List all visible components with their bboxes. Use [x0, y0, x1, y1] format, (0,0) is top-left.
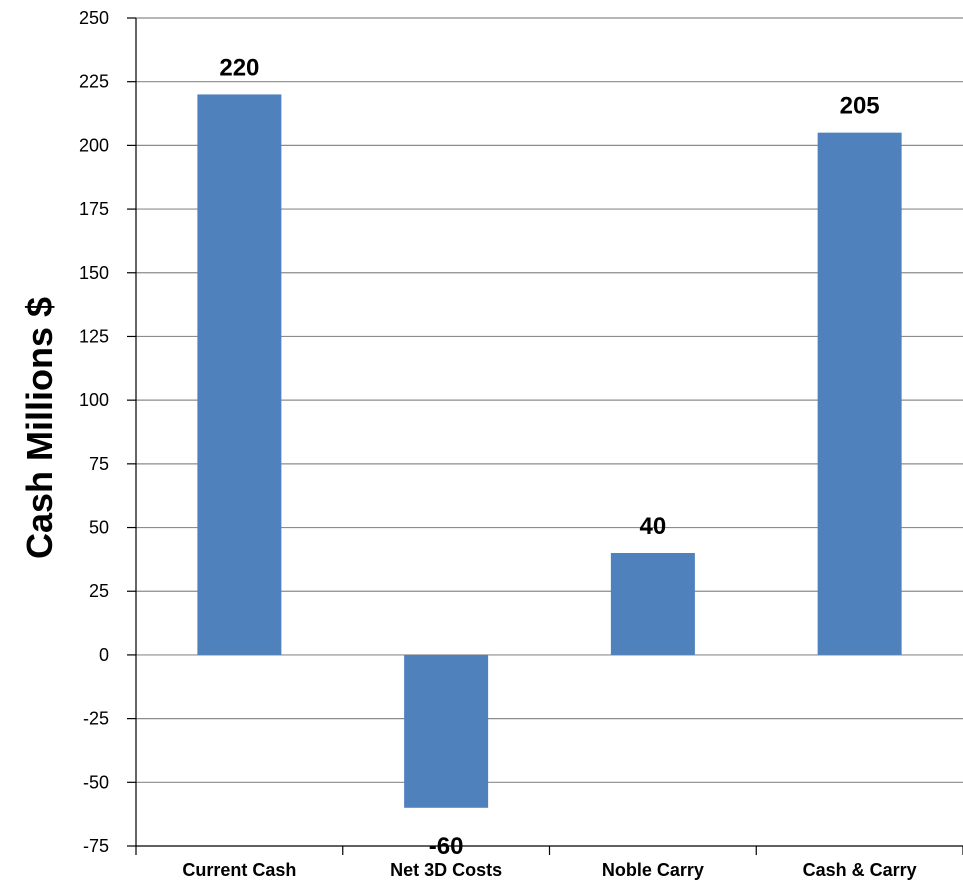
category-label: Cash & Carry	[803, 860, 917, 880]
y-tick-label: 0	[99, 645, 109, 665]
axes	[127, 17, 963, 855]
y-tick-label: 25	[89, 581, 109, 601]
category-label: Noble Carry	[602, 860, 704, 880]
category-label: Current Cash	[182, 860, 296, 880]
category-label: Net 3D Costs	[390, 860, 502, 880]
bar	[404, 654, 489, 808]
y-tick-label: 125	[79, 326, 109, 346]
y-tick-label: 225	[79, 72, 109, 92]
y-tick-label: -50	[83, 772, 109, 792]
bars	[197, 94, 902, 808]
y-axis-title: Cash Millions $	[19, 297, 60, 559]
category-labels: Current Cash Net 3D Costs Noble Carry Cash …	[182, 860, 916, 880]
bar	[610, 553, 695, 655]
data-label: -60	[429, 833, 464, 860]
y-tick-label: 200	[79, 135, 109, 155]
data-label: 205	[840, 93, 880, 120]
y-tick-label: 150	[79, 263, 109, 283]
data-labels: 220 -60 40 205	[219, 54, 879, 859]
data-label: 40	[640, 513, 667, 540]
y-tick-label: 100	[79, 390, 109, 410]
y-tick-label: 50	[89, 518, 109, 538]
y-tick-label: -75	[83, 836, 109, 856]
y-tick-label: 75	[89, 454, 109, 474]
data-label: 220	[219, 54, 259, 81]
y-tick-label: 175	[79, 199, 109, 219]
bar	[197, 94, 282, 655]
y-tick-label: 250	[79, 8, 109, 28]
y-tick-label: -25	[83, 709, 109, 729]
bar	[817, 132, 902, 655]
